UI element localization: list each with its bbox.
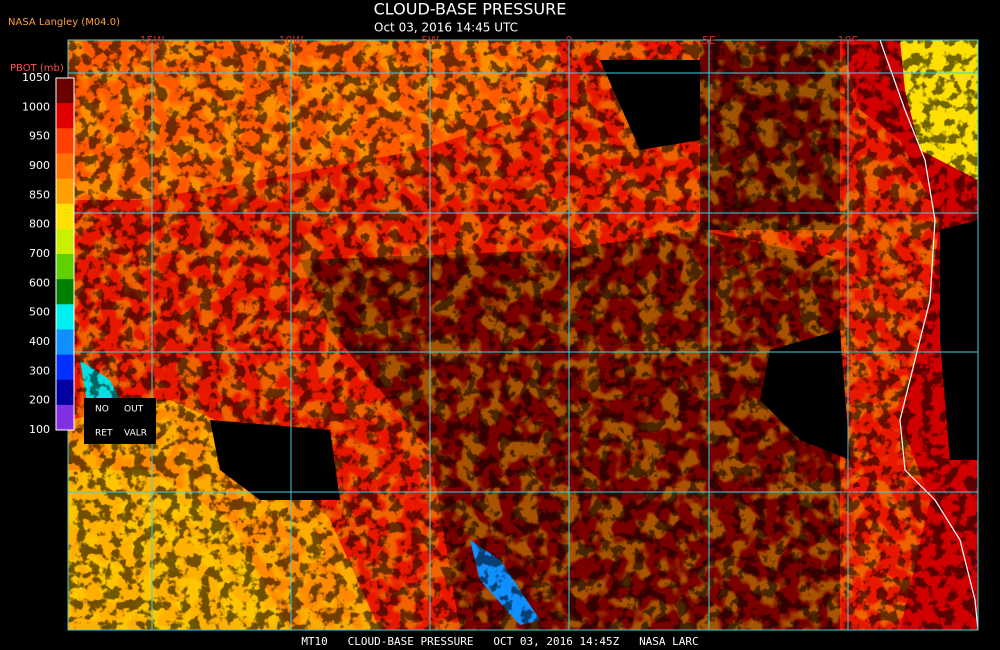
longitude-label: 5W: [421, 34, 439, 47]
legend-swatch: [56, 153, 74, 180]
legend-swatch: [56, 379, 74, 406]
legend-swatch: [56, 404, 74, 431]
legend-swatch: [56, 329, 74, 356]
legend-tick-label: 100: [29, 423, 50, 436]
map-grid: [67, 39, 979, 631]
legend-tick-label: 900: [29, 159, 50, 172]
legend-label: PBOT (mb): [10, 63, 64, 74]
legend-tick-label: 1000: [22, 100, 50, 113]
longitude-label: 0: [566, 34, 573, 47]
legend-swatch: [56, 128, 74, 154]
legend-frame: [55, 77, 75, 431]
footer: MT10 CLOUD-BASE PRESSURE OCT 03, 2016 14…: [301, 635, 698, 648]
legend-swatch: [56, 103, 74, 129]
legend-swatch: [56, 354, 74, 381]
legend-tick-label: 1050: [22, 71, 50, 84]
flag-label: OUT: [124, 405, 144, 415]
satellite-image: [68, 40, 978, 630]
legend-swatch: [56, 304, 74, 330]
longitude-label: 10W: [279, 34, 304, 47]
title: CLOUD-BASE PRESSURE: [374, 0, 567, 19]
legend-tick-label: 300: [29, 364, 50, 377]
longitude-label: 10E: [838, 34, 859, 47]
flag-label: VALR: [124, 429, 147, 439]
legend-swatch: [56, 78, 74, 104]
legend-tick-label: 400: [29, 335, 50, 348]
latitude-label: 20S: [840, 485, 861, 498]
legend-swatch: [56, 254, 74, 280]
legend-tick-label: 850: [29, 188, 50, 201]
legend-tick-label: 700: [29, 247, 50, 260]
legend-tick-label: 500: [29, 306, 50, 319]
legend-swatch: [56, 178, 74, 205]
legend-swatch: [56, 279, 74, 305]
longitude-label: 5E: [702, 34, 716, 47]
legend-swatch: [56, 228, 74, 255]
latitude-label: 15S: [840, 345, 861, 358]
longitude-label: 15W: [140, 34, 165, 47]
flag-label: RET: [95, 429, 113, 439]
subtitle: Oct 03, 2016 14:45 UTC: [374, 21, 518, 35]
legend-swatch: [56, 203, 74, 230]
legend-tick-label: 600: [29, 276, 50, 289]
legend-tick-label: 200: [29, 394, 50, 407]
flag-box: [84, 398, 156, 444]
source-label: NASA Langley (M04.0): [8, 17, 120, 28]
flag-label: NO: [95, 405, 109, 415]
legend-tick-label: 950: [29, 130, 50, 143]
legend-tick-label: 800: [29, 218, 50, 231]
